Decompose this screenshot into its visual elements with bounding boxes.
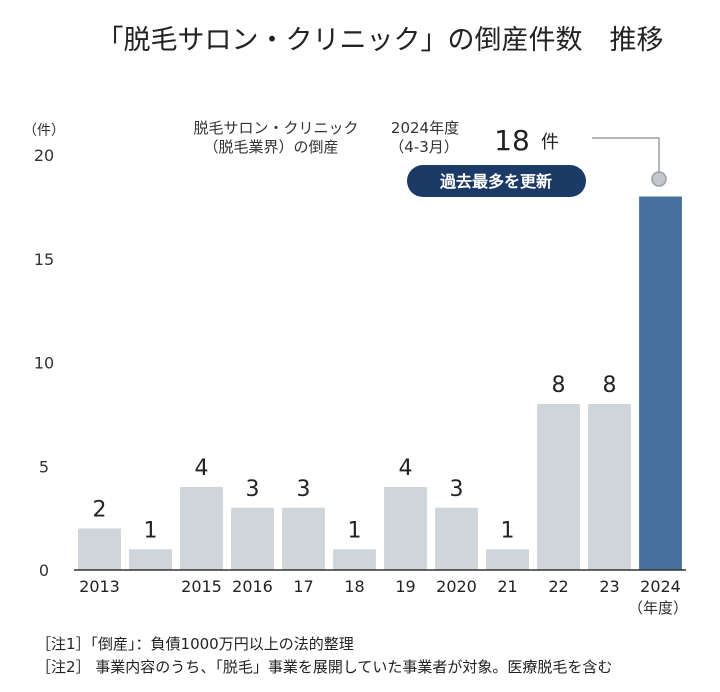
annotation-leader-line [592, 137, 660, 172]
annotation-series-line1: 脱毛サロン・クリニック [193, 119, 358, 137]
bar-value-label: 1 [144, 518, 158, 543]
annotation-leader-dot [651, 171, 667, 187]
bar-value-label: 3 [246, 477, 260, 502]
bar-value-label: 4 [399, 456, 413, 481]
x-tick-label: 21 [497, 577, 517, 596]
bar-highlight [639, 196, 682, 570]
bar [78, 528, 121, 570]
y-tick-label: 0 [39, 561, 49, 580]
y-tick-label: 20 [34, 146, 54, 165]
x-axis-unit-label: （年度） [628, 599, 688, 617]
x-tick-label: 2016 [232, 577, 273, 596]
bar-value-label: 4 [195, 456, 209, 481]
record-badge [407, 165, 586, 197]
bar-value-label: 3 [297, 477, 311, 502]
y-tick-label: 10 [34, 354, 54, 373]
annotation-period-line1: 2024年度 [391, 119, 459, 137]
y-tick-label: 15 [34, 250, 54, 269]
bar [435, 507, 478, 570]
bar-value-label: 1 [348, 518, 362, 543]
annotation-series-line2: （脱毛業界）の倒産 [203, 138, 338, 156]
bar [180, 487, 223, 570]
annotation-unit: 件 [541, 132, 559, 153]
x-tick-label: 23 [599, 577, 619, 596]
bar-value-label: 1 [501, 518, 515, 543]
bar [588, 404, 631, 570]
x-tick-label: 2013 [79, 577, 120, 596]
x-tick-label: 22 [548, 577, 568, 596]
bar [231, 507, 274, 570]
bar [486, 549, 529, 570]
bar [333, 549, 376, 570]
record-badge-text: 過去最多を更新 [439, 172, 552, 191]
note-2: ［注2］ 事業内容のうち、「脱毛」事業を展開していた事業者が対象。医療脱毛を含む [36, 658, 612, 676]
chart-title: 「脱毛サロン・クリニック」の倒産件数 推移 [97, 25, 664, 56]
bar-value-label: 8 [552, 373, 566, 398]
bar-value-label: 2 [93, 498, 107, 523]
bar-value-label: 3 [450, 477, 464, 502]
x-tick-label: 18 [344, 577, 364, 596]
bar-value-label: 8 [603, 373, 617, 398]
note-1: ［注1］「倒産」：負債1000万円以上の法的整理 [36, 635, 354, 653]
x-tick-label: 2020 [436, 577, 477, 596]
annotation-value: 18 [494, 124, 530, 157]
bar [384, 487, 427, 570]
y-tick-label: 5 [39, 457, 49, 476]
x-tick-label: 19 [395, 577, 415, 596]
bar [129, 549, 172, 570]
bar [537, 404, 580, 570]
x-tick-label: 2015 [181, 577, 222, 596]
bar [282, 507, 325, 570]
x-tick-label: 17 [293, 577, 313, 596]
annotation-period-line2: （4-3月） [389, 138, 459, 156]
x-tick-label: 2024 [640, 577, 681, 596]
y-axis-label: （件） [23, 123, 65, 139]
